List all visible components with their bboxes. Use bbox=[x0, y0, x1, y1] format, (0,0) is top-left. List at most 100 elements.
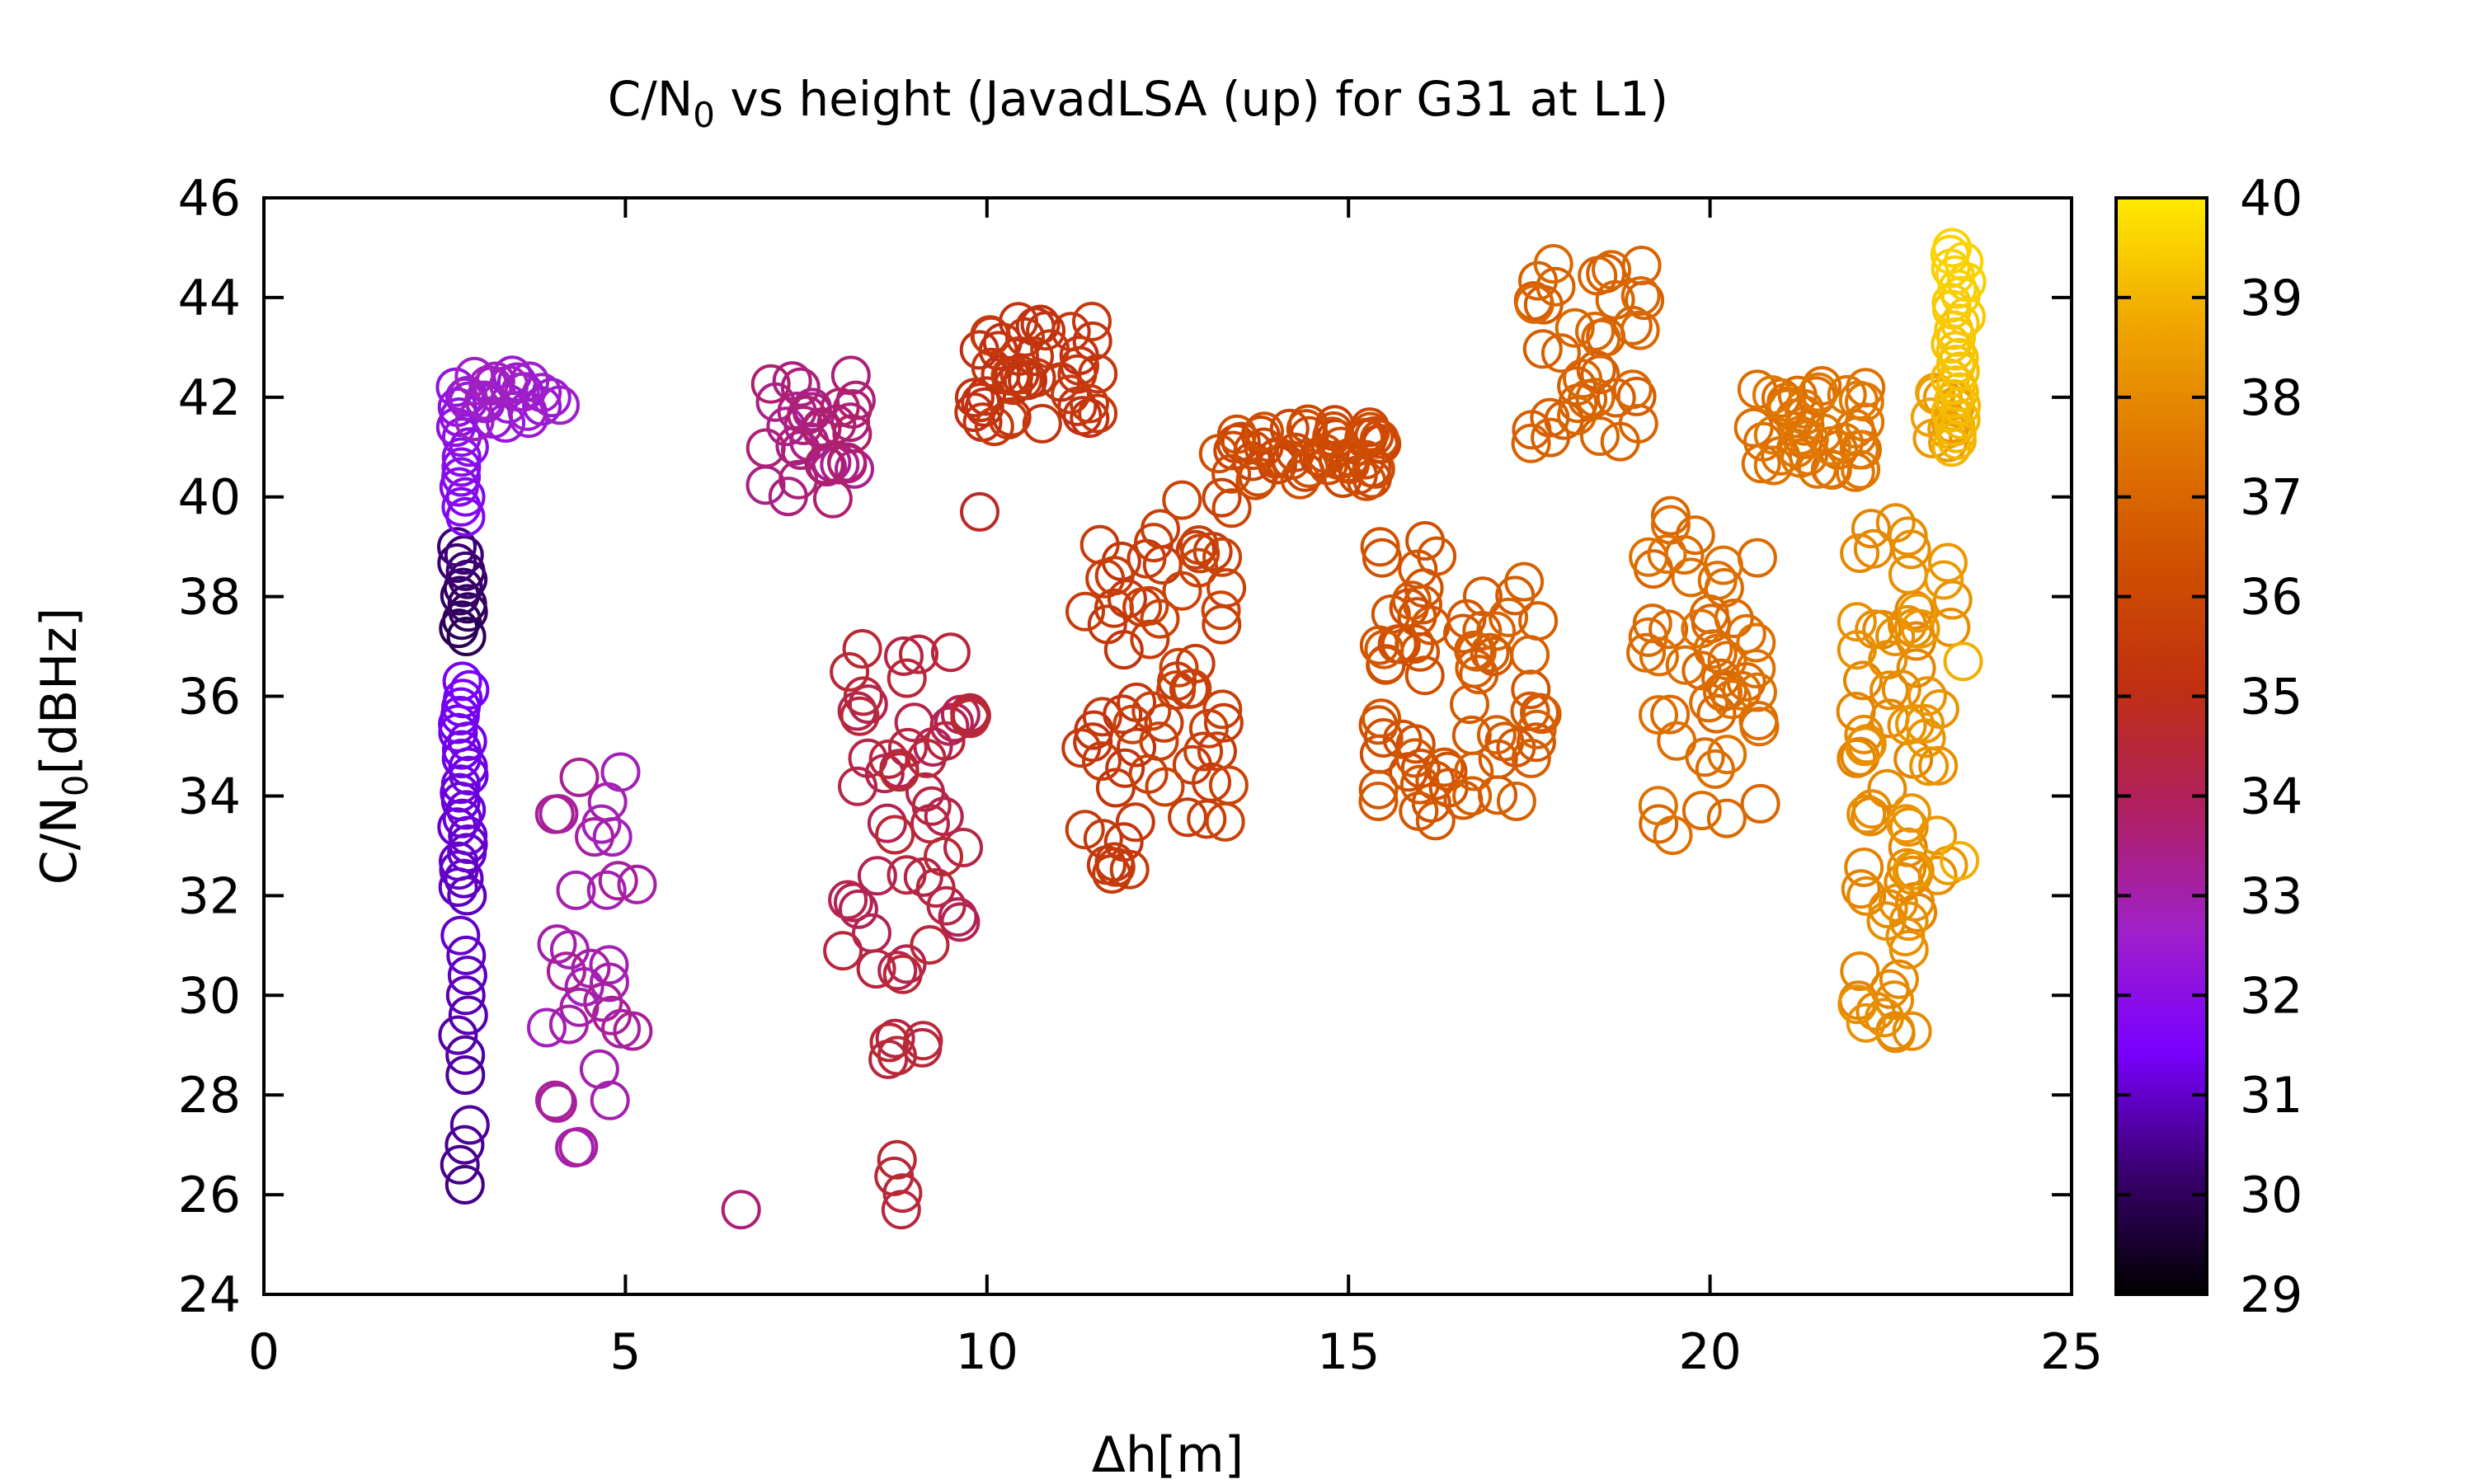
colorbar-tick-label: 34 bbox=[2240, 768, 2302, 825]
data-point bbox=[1244, 411, 1284, 452]
data-point bbox=[1140, 599, 1180, 639]
data-point bbox=[1740, 783, 1780, 824]
data-point bbox=[589, 945, 629, 985]
data-point bbox=[446, 617, 487, 656]
data-point bbox=[1202, 477, 1242, 518]
data-point bbox=[1841, 449, 1881, 490]
y-axis-label: C/N0[dBHz] bbox=[31, 608, 96, 885]
data-point bbox=[1065, 591, 1105, 632]
data-point bbox=[1741, 444, 1781, 484]
data-point bbox=[828, 880, 868, 920]
data-point bbox=[1082, 697, 1122, 737]
data-point bbox=[1362, 698, 1401, 739]
data-point bbox=[1681, 608, 1721, 649]
data-point bbox=[875, 815, 915, 855]
data-point bbox=[1675, 515, 1715, 556]
data-point bbox=[556, 870, 596, 910]
data-point bbox=[1696, 693, 1737, 734]
data-point bbox=[1496, 782, 1536, 821]
data-point bbox=[1350, 411, 1390, 452]
data-point bbox=[1489, 597, 1529, 637]
data-point bbox=[1162, 480, 1202, 520]
data-point bbox=[812, 478, 853, 519]
data-point bbox=[910, 804, 950, 844]
data-point bbox=[1359, 625, 1399, 665]
data-point bbox=[745, 465, 786, 505]
data-point bbox=[1639, 636, 1679, 677]
data-point bbox=[1159, 647, 1199, 688]
data-point bbox=[924, 837, 963, 876]
data-point bbox=[510, 361, 550, 402]
data-point bbox=[575, 817, 614, 857]
data-point bbox=[1575, 312, 1615, 351]
data-point bbox=[1452, 776, 1493, 816]
colorbar-tick-label: 38 bbox=[2240, 369, 2302, 427]
data-point bbox=[613, 1011, 653, 1051]
data-point bbox=[1103, 694, 1143, 735]
data-point bbox=[1844, 848, 1884, 887]
data-point bbox=[1888, 516, 1928, 556]
x-tick-label: 10 bbox=[956, 1323, 1018, 1381]
data-point bbox=[1650, 694, 1691, 735]
data-point bbox=[954, 378, 995, 418]
data-point bbox=[875, 1018, 915, 1059]
data-point bbox=[1391, 580, 1432, 621]
data-point bbox=[441, 730, 482, 770]
data-point bbox=[1581, 318, 1621, 359]
data-point bbox=[1927, 542, 1968, 583]
colorbar-tick-label: 32 bbox=[2240, 967, 2302, 1025]
data-point bbox=[1078, 393, 1118, 434]
data-point bbox=[440, 764, 481, 805]
data-point bbox=[1026, 311, 1066, 351]
data-point bbox=[1888, 554, 1928, 594]
data-point bbox=[586, 870, 627, 910]
data-point bbox=[1060, 345, 1099, 386]
data-point bbox=[579, 1049, 619, 1089]
data-point bbox=[1514, 284, 1554, 324]
data-point bbox=[1657, 721, 1697, 761]
data-point bbox=[449, 669, 490, 710]
data-point bbox=[440, 915, 481, 956]
data-point bbox=[1753, 415, 1794, 455]
data-point bbox=[1812, 425, 1851, 466]
data-point bbox=[1051, 374, 1091, 415]
data-point bbox=[879, 752, 920, 792]
data-point bbox=[1837, 630, 1877, 670]
data-point bbox=[877, 951, 918, 991]
data-point bbox=[903, 857, 943, 897]
data-point bbox=[1891, 529, 1931, 570]
data-point bbox=[1129, 585, 1169, 626]
data-point bbox=[874, 1156, 915, 1196]
data-point bbox=[617, 864, 657, 904]
data-point bbox=[820, 387, 860, 428]
y-tick-label: 26 bbox=[178, 1167, 241, 1224]
data-point bbox=[1462, 611, 1503, 650]
data-point bbox=[906, 738, 947, 778]
data-point bbox=[903, 1021, 943, 1061]
colorbar-tick-label: 40 bbox=[2240, 170, 2302, 228]
data-point bbox=[1837, 602, 1877, 642]
data-point bbox=[1856, 991, 1896, 1031]
data-point bbox=[1879, 959, 1919, 999]
data-point bbox=[1395, 738, 1435, 778]
data-point bbox=[780, 367, 821, 407]
data-point bbox=[441, 447, 482, 487]
data-point bbox=[1638, 786, 1678, 826]
data-point bbox=[448, 995, 488, 1036]
data-point bbox=[445, 1055, 486, 1095]
chart-title: C/N0 vs height (JavadLSA (up) for G31 at… bbox=[608, 71, 1668, 135]
data-point bbox=[887, 855, 927, 895]
data-point bbox=[1522, 329, 1563, 369]
data-point bbox=[1841, 869, 1881, 909]
data-point bbox=[843, 676, 883, 716]
data-point bbox=[447, 584, 487, 624]
data-point bbox=[1649, 609, 1689, 650]
data-point bbox=[1892, 850, 1932, 890]
data-point bbox=[838, 766, 877, 806]
data-point bbox=[1621, 246, 1662, 285]
data-point bbox=[1595, 279, 1635, 320]
data-point bbox=[1896, 648, 1936, 688]
data-point bbox=[1187, 799, 1227, 839]
data-point bbox=[1145, 767, 1185, 807]
